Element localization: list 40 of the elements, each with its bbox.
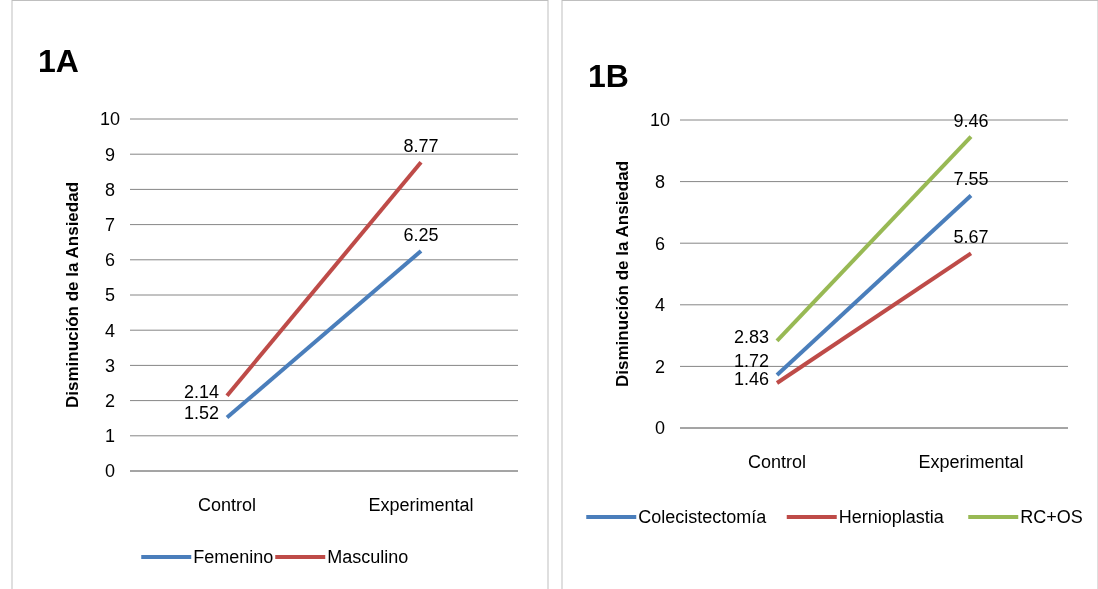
y-tick-label: 7 — [104, 214, 116, 235]
legend-label: Masculino — [327, 547, 409, 568]
y-tick-label: 3 — [104, 355, 116, 376]
y-tick-label: 6 — [654, 233, 666, 254]
x-tick-label: Experimental — [368, 495, 474, 515]
data-label: 1.46 — [733, 369, 769, 390]
y-tick-label: 10 — [99, 109, 121, 130]
data-label: 2.14 — [183, 381, 219, 402]
data-label: 9.46 — [953, 110, 989, 131]
chart-title: 1A — [38, 43, 79, 79]
y-tick-label: 6 — [104, 250, 116, 271]
data-label: 2.83 — [733, 326, 769, 347]
chart-title: 1B — [588, 58, 629, 94]
y-tick-label: 8 — [104, 179, 116, 200]
x-tick-label: Control — [197, 495, 257, 515]
y-axis-title: Disminución de la Ansiedad — [613, 160, 632, 388]
legend-label: Hernioplastia — [838, 507, 945, 528]
y-tick-label: 9 — [104, 144, 116, 165]
legend-label: RC+OS — [1020, 507, 1083, 528]
data-label: 6.25 — [403, 225, 439, 245]
legend-label: Colecistectomía — [638, 507, 768, 528]
data-label: 1.72 — [733, 351, 769, 372]
data-label: 5.67 — [953, 227, 989, 248]
y-tick-label: 10 — [649, 110, 671, 131]
y-tick-label: 1 — [104, 426, 116, 447]
y-tick-label: 8 — [654, 171, 666, 192]
x-tick-label: Control — [747, 452, 807, 472]
y-tick-label: 2 — [104, 390, 116, 411]
y-tick-label: 4 — [104, 320, 116, 341]
data-label: 8.77 — [403, 136, 439, 157]
data-label: 1.52 — [183, 403, 219, 424]
x-tick-label: Experimental — [918, 452, 1024, 472]
y-axis-title: Disminución de la Ansiedad — [63, 181, 82, 409]
data-label: 7.55 — [953, 169, 989, 190]
legend-label: Femenino — [193, 547, 274, 568]
y-tick-label: 0 — [654, 418, 666, 439]
y-tick-label: 2 — [654, 356, 666, 377]
y-tick-label: 4 — [654, 295, 666, 316]
y-tick-label: 0 — [104, 461, 116, 482]
y-tick-label: 5 — [104, 285, 116, 306]
